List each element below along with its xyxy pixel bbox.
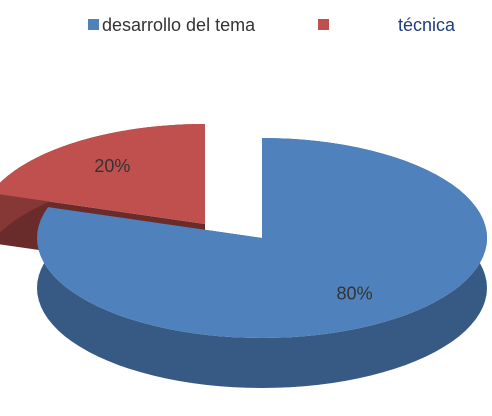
slice bbox=[0, 124, 205, 224]
slice bbox=[37, 138, 487, 338]
legend-swatch bbox=[318, 19, 329, 30]
data-label: 80% bbox=[337, 283, 373, 303]
legend-swatch bbox=[88, 19, 99, 30]
legend-label: técnica bbox=[398, 15, 456, 35]
data-label: 20% bbox=[94, 156, 130, 176]
legend-label: desarrollo del tema bbox=[102, 15, 256, 35]
